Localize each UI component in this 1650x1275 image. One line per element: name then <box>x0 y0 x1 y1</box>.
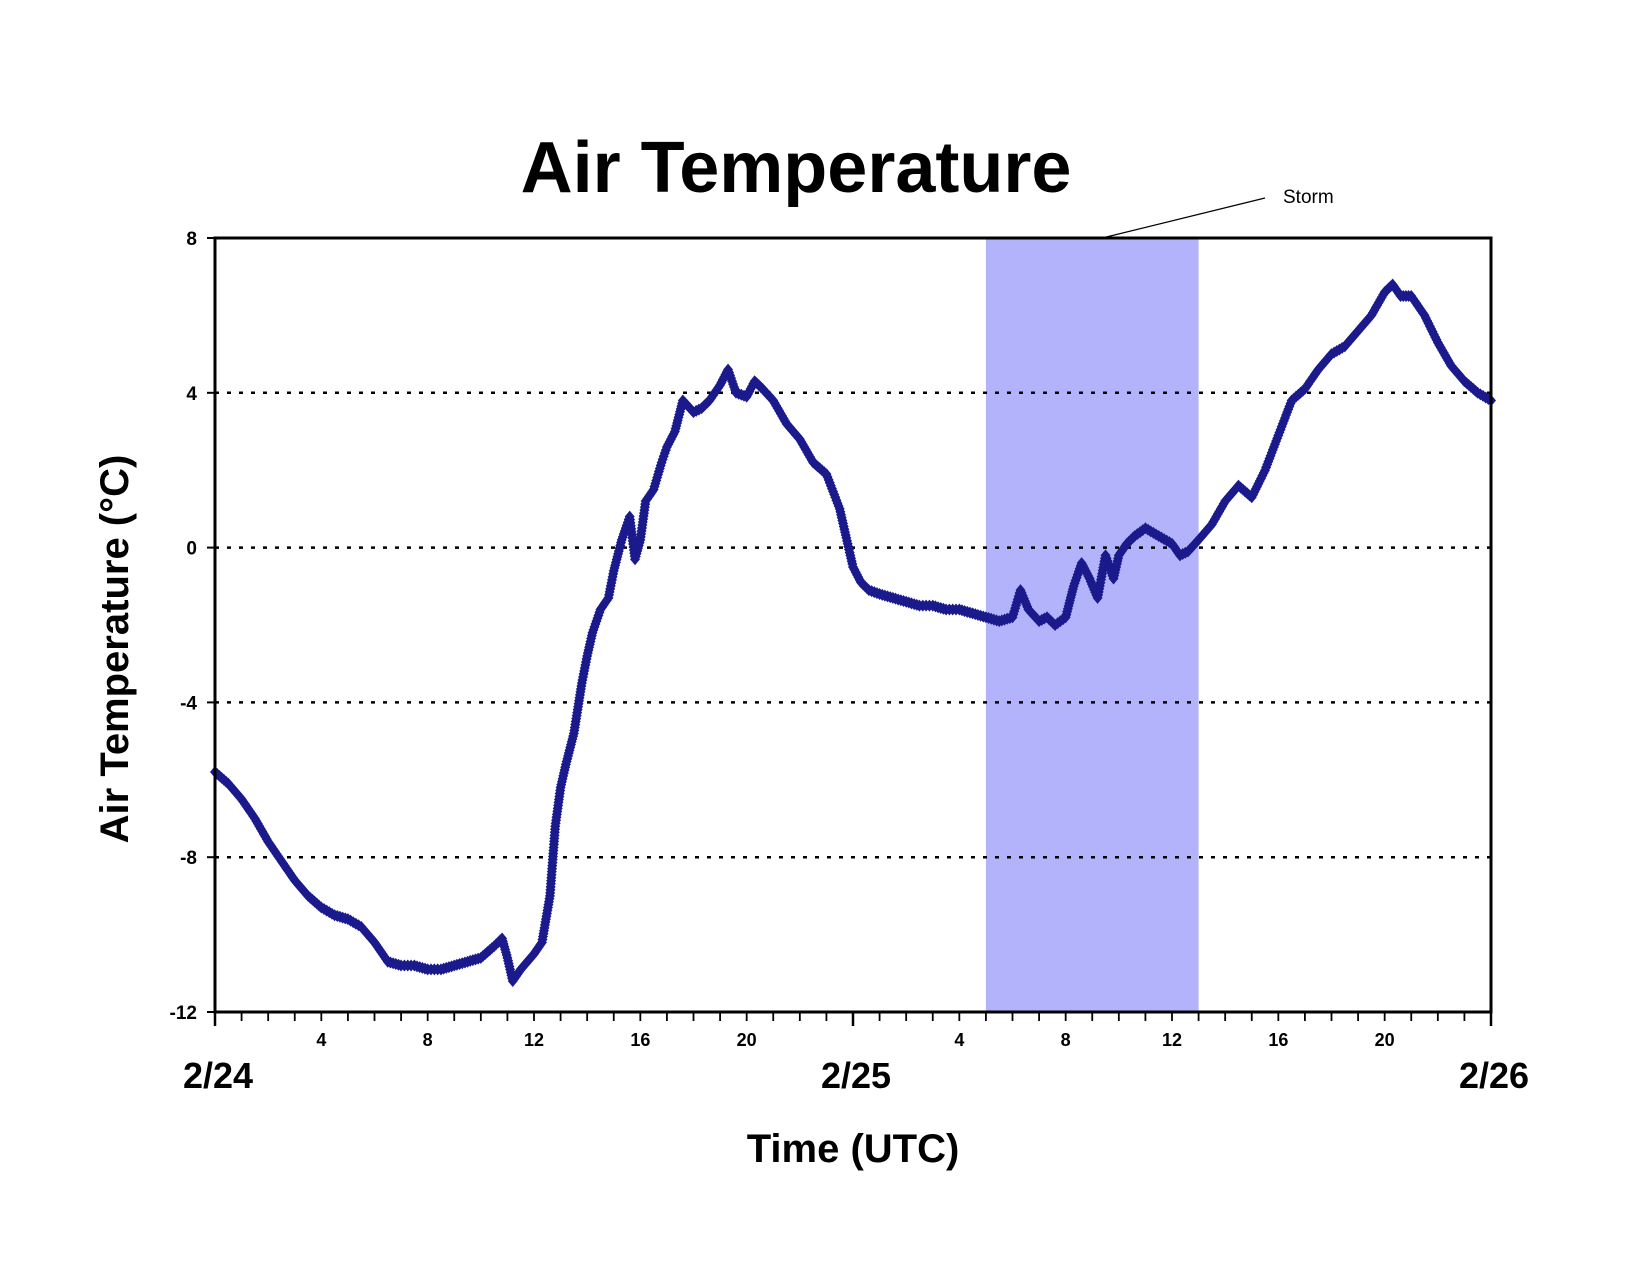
storm-leader-line <box>1102 197 1266 239</box>
y-tick-label: 4 <box>186 384 197 405</box>
x-tick-label: 4 <box>316 1030 326 1050</box>
storm-layer: Storm <box>985 187 1334 1012</box>
x-axis-title: Time (UTC) <box>747 1127 960 1171</box>
axis-layer <box>207 236 1493 1026</box>
x-tick-label: 20 <box>1375 1030 1395 1050</box>
x-tick-label: 16 <box>630 1030 650 1050</box>
y-tick-label: 8 <box>186 229 197 250</box>
y-tick-label: -12 <box>170 1003 197 1024</box>
y-tick-label: -8 <box>180 848 197 869</box>
x-tick-label: 16 <box>1268 1030 1288 1050</box>
x-tick-label: 12 <box>1162 1030 1182 1050</box>
series-layer <box>210 278 1496 988</box>
x-day-label: 2/26 <box>1459 1055 1529 1096</box>
plot-frame <box>213 236 1493 1014</box>
x-day-label: 2/24 <box>183 1055 253 1096</box>
storm-label: Storm <box>1283 187 1334 208</box>
label-layer: 8 4 0 -4 -8 -12 4 8 12 16 20 4 8 12 16 20 2/24 2/25 2/26 <box>170 229 1530 1096</box>
storm-band <box>985 238 1199 1012</box>
y-tick-label: 0 <box>186 539 197 560</box>
y-axis-title: Air Temperature (°C) <box>93 455 137 844</box>
x-tick-label: 4 <box>954 1030 964 1050</box>
x-tick-label: 12 <box>524 1030 544 1050</box>
grid-layer <box>215 391 1491 859</box>
x-tick-label: 8 <box>1061 1030 1071 1050</box>
x-tick-label: 8 <box>423 1030 433 1050</box>
x-day-label: 2/25 <box>821 1055 891 1096</box>
y-tick-label: -4 <box>180 693 197 714</box>
chart-title: Air Temperature <box>521 128 1072 208</box>
x-tick-label: 20 <box>737 1030 757 1050</box>
